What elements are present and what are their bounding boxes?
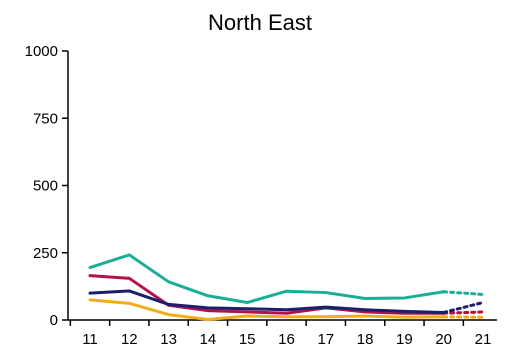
y-tick-label: 1000: [25, 43, 58, 60]
x-tick-label: 13: [160, 331, 177, 348]
y-tick-label: 250: [33, 245, 58, 262]
series-line-2: [88, 274, 446, 315]
series-line-1: [88, 253, 446, 305]
x-tick-label: 17: [317, 331, 334, 348]
y-tick-label: 750: [33, 110, 58, 127]
x-tick-label: 12: [121, 331, 138, 348]
x-tick-label: 21: [475, 331, 492, 348]
series-projection-1: [442, 290, 485, 296]
chart-title: North East: [208, 10, 312, 35]
x-tick-label: 11: [82, 331, 98, 348]
x-tick-label: 14: [200, 331, 217, 348]
series-projection-3: [442, 301, 485, 314]
x-tick-label: 20: [435, 331, 452, 348]
y-tick-label: 500: [33, 178, 58, 195]
x-tick-label: 16: [278, 331, 295, 348]
series-group: [88, 253, 485, 321]
y-tick-label: 0: [50, 312, 58, 329]
x-tick-label: 15: [239, 331, 256, 348]
x-tick-label: 19: [396, 331, 413, 348]
series-projection-2: [442, 310, 485, 315]
series-line-4: [88, 298, 446, 321]
x-tick-label: 18: [357, 331, 374, 348]
series-projection-4: [442, 315, 485, 319]
axes: 0 250 500 750 1000 11 12 13 14 15 16 17 18 19 20 21: [25, 43, 497, 348]
series-line-3: [88, 289, 446, 314]
